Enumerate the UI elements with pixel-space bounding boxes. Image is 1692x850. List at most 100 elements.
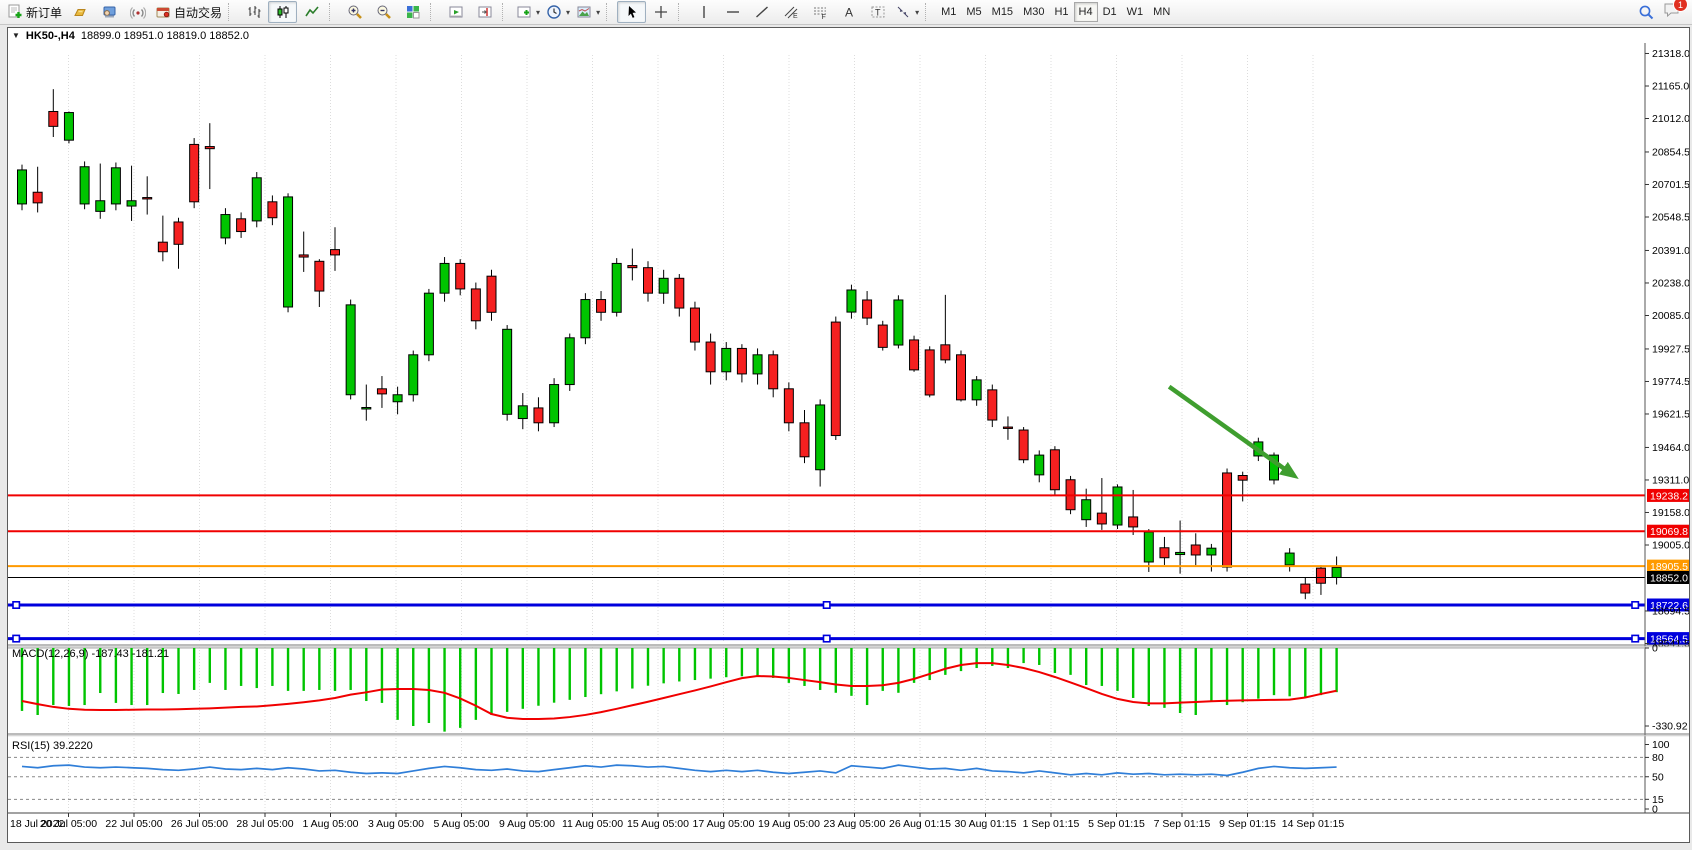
- crosshair-icon: [653, 4, 669, 20]
- crosshair-button[interactable]: [646, 1, 675, 23]
- candle: [1190, 544, 1201, 556]
- chart-title-bar: ▼ HK50-,H4 18899.0 18951.0 18819.0 18852…: [8, 28, 1689, 43]
- toolbar-separator: [329, 3, 336, 21]
- candle: [470, 288, 481, 322]
- autotrade-icon: [155, 4, 171, 20]
- toolbar-separator: [606, 3, 613, 21]
- dropdown-caret-icon: ▾: [596, 7, 601, 17]
- timeframe-d1[interactable]: D1: [1102, 6, 1117, 18]
- toolbar-separator: [925, 3, 932, 21]
- svg-text:18852.0: 18852.0: [1650, 573, 1688, 585]
- svg-text:5 Aug 05:00: 5 Aug 05:00: [433, 818, 489, 830]
- cursor-button[interactable]: [617, 1, 647, 23]
- svg-text:20 Jul 05:00: 20 Jul 05:00: [40, 818, 97, 830]
- candle: [1096, 512, 1107, 525]
- candle: [1331, 567, 1342, 579]
- auto-scroll-button[interactable]: [441, 1, 470, 23]
- horizontal-line-button[interactable]: [718, 1, 747, 23]
- timeframe-m30[interactable]: M30: [1023, 6, 1045, 18]
- candle: [1237, 475, 1248, 481]
- candle: [376, 388, 387, 395]
- svg-text:19238.2: 19238.2: [1650, 490, 1688, 502]
- chart-window[interactable]: ▼ HK50-,H4 18899.0 18951.0 18819.0 18852…: [7, 27, 1692, 843]
- line-chart-button[interactable]: [297, 1, 326, 23]
- candle: [768, 354, 779, 390]
- autotrade-button[interactable]: 自动交易: [152, 1, 225, 23]
- gold-ingot-button[interactable]: [65, 1, 94, 23]
- trendline-button[interactable]: [747, 1, 776, 23]
- vertical-line-icon: [696, 4, 712, 20]
- macd-indicator: 0 -330.92 MACD(12,26,9) -187.43 -181.21: [8, 643, 1688, 732]
- rsi-label: RSI(15) 39.2220: [12, 740, 93, 752]
- svg-text:19158.0: 19158.0: [1652, 507, 1689, 519]
- macd-label: MACD(12,26,9) -187.43 -181.21: [12, 648, 169, 660]
- user-terminal-button[interactable]: [94, 1, 123, 23]
- zoom-out-button[interactable]: [369, 1, 398, 23]
- svg-text:18694.5: 18694.5: [1652, 605, 1689, 617]
- svg-text:28 Jul 05:00: 28 Jul 05:00: [236, 818, 293, 830]
- candle: [408, 354, 419, 396]
- equidistant-channel-button[interactable]: E: [776, 1, 805, 23]
- svg-text:19311.0: 19311.0: [1652, 474, 1689, 486]
- svg-text:18905.5: 18905.5: [1650, 561, 1688, 573]
- periods-button[interactable]: ▾: [543, 1, 573, 23]
- autotrade-label: 自动交易: [174, 5, 223, 20]
- fibonacci-button[interactable]: F: [805, 1, 834, 23]
- candle: [533, 407, 544, 424]
- search-icon[interactable]: [1638, 4, 1655, 21]
- template-button[interactable]: ▾: [573, 1, 603, 23]
- svg-text:100: 100: [1652, 739, 1670, 751]
- bar-chart-button[interactable]: [239, 1, 268, 23]
- tile-windows-button[interactable]: [398, 1, 427, 23]
- candle: [893, 299, 904, 346]
- text-label-button[interactable]: T: [863, 1, 892, 23]
- zoom-in-button[interactable]: [340, 1, 369, 23]
- candle: [1034, 454, 1045, 476]
- line-handle: [822, 600, 831, 609]
- candle: [721, 347, 732, 373]
- candle: [987, 389, 998, 421]
- timeframe-m1[interactable]: M1: [941, 6, 957, 18]
- svg-text:15 Aug 05:00: 15 Aug 05:00: [627, 818, 689, 830]
- timeframe-m5[interactable]: M5: [966, 6, 982, 18]
- arrows-button[interactable]: ▾: [892, 1, 922, 23]
- candle: [314, 260, 325, 292]
- toolbar-separator: [502, 3, 509, 21]
- timeframe-w1[interactable]: W1: [1126, 6, 1144, 18]
- dropdown-caret-icon: ▾: [566, 7, 571, 17]
- text-button[interactable]: A: [834, 1, 863, 23]
- candle: [142, 197, 153, 200]
- rsi-line: [21, 764, 1337, 777]
- new-order-button[interactable]: 新订单: [4, 1, 65, 23]
- symbol-dropdown-icon[interactable]: ▼: [12, 31, 20, 40]
- svg-text:18722.6: 18722.6: [1650, 600, 1688, 612]
- svg-text:20238.0: 20238.0: [1652, 277, 1689, 289]
- indicators-button[interactable]: ▾: [513, 1, 543, 23]
- trend-arrow-object[interactable]: [1167, 384, 1299, 480]
- signal-button[interactable]: [123, 1, 152, 23]
- indicators-icon: [516, 4, 532, 20]
- new-order-label: 新订单: [26, 5, 63, 20]
- svg-text:15: 15: [1652, 794, 1664, 806]
- candle: [455, 262, 466, 290]
- notifications-button[interactable]: 1: [1663, 0, 1688, 23]
- price-line-label: [1647, 632, 1692, 646]
- timeframe-h4[interactable]: H4: [1073, 2, 1098, 22]
- candle: [643, 267, 653, 294]
- candle: [1284, 552, 1295, 566]
- candle: [502, 328, 513, 415]
- price-line-label: [1647, 571, 1692, 584]
- line-handle: [12, 634, 21, 643]
- svg-text:21012.0: 21012.0: [1652, 113, 1689, 125]
- timeframe-h1[interactable]: H1: [1054, 6, 1069, 18]
- dropdown-caret-icon: ▾: [915, 7, 920, 17]
- candlestick-chart-button[interactable]: [268, 1, 298, 23]
- svg-text:30 Aug 01:15: 30 Aug 01:15: [955, 818, 1017, 830]
- timeframe-m15[interactable]: M15: [991, 6, 1014, 18]
- timeframe-mn[interactable]: MN: [1153, 6, 1171, 18]
- chart-shift-button[interactable]: [470, 1, 499, 23]
- vertical-line-button[interactable]: [689, 1, 718, 23]
